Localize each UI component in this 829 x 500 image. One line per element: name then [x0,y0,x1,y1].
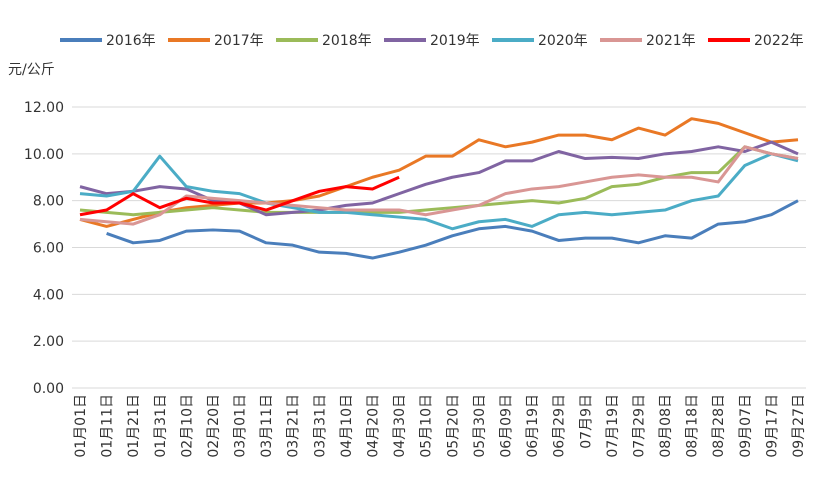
x-tick-label: 04月30日 [392,394,408,458]
legend-label: 2021年 [646,33,696,49]
line-series [79,145,799,226]
x-tick-label: 03月21日 [286,394,302,458]
y-tick-label: 2.00 [33,334,64,350]
x-tick-label: 07月29日 [631,394,647,458]
line-series [79,145,799,217]
line-series [79,175,400,217]
x-tick-label: 08月28日 [711,394,727,458]
legend-label: 2018年 [322,33,372,49]
y-tick-label: 8.00 [33,194,64,210]
y-tick-label: 6.00 [33,241,64,257]
x-tick-label: 04月10日 [339,394,355,458]
line-series [79,152,799,231]
y-tick-label: 10.00 [24,147,64,163]
legend-label: 2016年 [106,33,156,49]
x-tick-label: 07月9日 [578,394,594,449]
y-tick-label: 12.00 [24,100,64,116]
y-axis-label: 元/公斤 [8,62,55,78]
x-tick-label: 08月08日 [658,394,674,458]
line-series [79,117,799,228]
line-series [106,199,799,260]
x-tick-label: 05月20日 [445,394,461,458]
x-tick-label: 02月20日 [206,394,222,458]
x-tick-label: 04月20日 [366,394,382,458]
legend-label: 2019年 [430,33,480,49]
x-tick-label: 02月10日 [179,394,195,458]
x-tick-label: 06月19日 [525,394,541,458]
x-tick-label: 05月10日 [419,394,435,458]
x-tick-label: 03月01日 [233,394,249,458]
x-tick-label: 06月29日 [552,394,568,458]
x-tick-label: 09月27日 [791,394,807,458]
x-tick-label: 08月18日 [685,394,701,458]
y-tick-label: 0.00 [33,381,64,397]
x-tick-label: 07月19日 [605,394,621,458]
x-tick-label: 03月11日 [259,394,275,458]
x-tick-label: 01月31日 [153,394,169,458]
line-series [79,140,799,217]
legend-label: 2020年 [538,33,588,49]
x-tick-label: 03月31日 [312,394,328,458]
y-tick-label: 4.00 [33,287,64,303]
x-tick-label: 09月17日 [764,394,780,458]
legend-label: 2017年 [214,33,264,49]
legend-label: 2022年 [754,33,804,49]
x-tick-label: 05月30日 [472,394,488,458]
x-tick-label: 01月21日 [126,394,142,458]
x-tick-label: 01月11日 [100,394,116,458]
x-tick-label: 09月07日 [738,394,754,458]
x-tick-label: 06月09日 [498,394,514,458]
x-tick-label: 01月01日 [73,394,89,458]
